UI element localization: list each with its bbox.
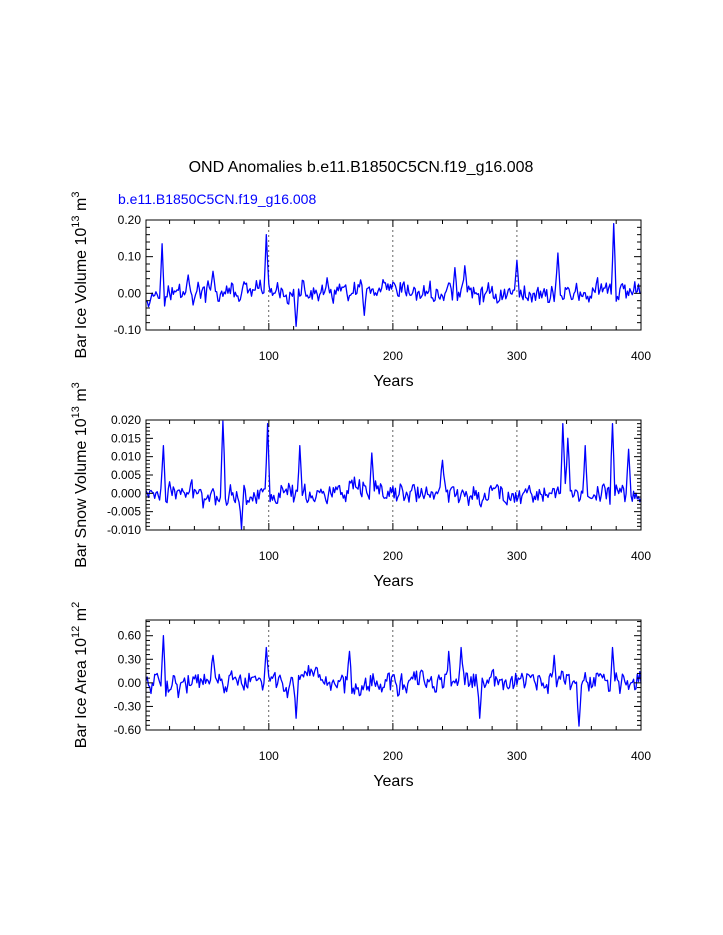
y-tick-label: 0.005 [111,468,141,482]
x-tick-label: 100 [259,749,279,763]
x-axis-label: Years [373,373,413,390]
panel-3: 100 200 300 400 -0.60 -0.30 0.00 0.30 0.60 Years B… [70,602,651,790]
x-tick-label: 200 [383,549,403,563]
x-tick-label: 300 [507,349,527,363]
y-tick-label: 0.015 [111,431,141,445]
y-axis-label: Bar Ice Area 1012 m2 [70,602,90,748]
x-tick-label: 100 [259,549,279,563]
x-axis-label: Years [373,773,413,790]
y-tick-label: 0.010 [111,450,141,464]
x-tick-label: 300 [507,549,527,563]
x-tick-label: 200 [383,749,403,763]
run-label: b.e11.B1850C5CN.f19_g16.008 [118,191,316,207]
data-series-line [145,420,642,530]
figure-title: OND Anomalies b.e11.B1850C5CN.f19_g16.00… [189,159,534,176]
plot-frame [145,619,642,731]
data-series-line [145,223,642,327]
y-tick-label: 0.000 [111,486,141,500]
y-tick-label: 0.00 [118,286,142,300]
y-tick-label: -0.10 [114,323,142,337]
x-tick-label: 100 [259,349,279,363]
x-tick-label: 300 [507,749,527,763]
x-tick-label: 400 [631,549,651,563]
x-tick-label: 400 [631,349,651,363]
y-tick-label: 0.10 [118,250,142,264]
panel-2: 100 200 300 400 -0.010 -0.005 0.000 0.005 0.010 0… [70,382,651,590]
y-tick-label: -0.005 [107,505,141,519]
y-tick-label: 0.60 [118,629,142,643]
x-tick-label: 400 [631,749,651,763]
y-tick-label: -0.010 [107,523,141,537]
x-tick-label: 200 [383,349,403,363]
data-series-line [145,635,642,727]
plot-frame [145,419,642,531]
y-tick-label: 0.020 [111,413,141,427]
y-tick-label: 0.20 [118,213,142,227]
y-tick-label: -0.60 [114,723,142,737]
panel-1: 100 200 300 400 -0.10 0.00 0.10 0.20 Years Bar Ic… [70,192,651,390]
plot-frame [145,219,642,331]
y-tick-label: -0.30 [114,699,142,713]
y-axis-label: Bar Ice Volume 1013 m3 [70,192,90,359]
y-tick-label: 0.00 [118,676,142,690]
y-axis-label: Bar Snow Volume 1013 m3 [70,382,90,568]
x-axis-label: Years [373,573,413,590]
y-tick-label: 0.30 [118,652,142,666]
